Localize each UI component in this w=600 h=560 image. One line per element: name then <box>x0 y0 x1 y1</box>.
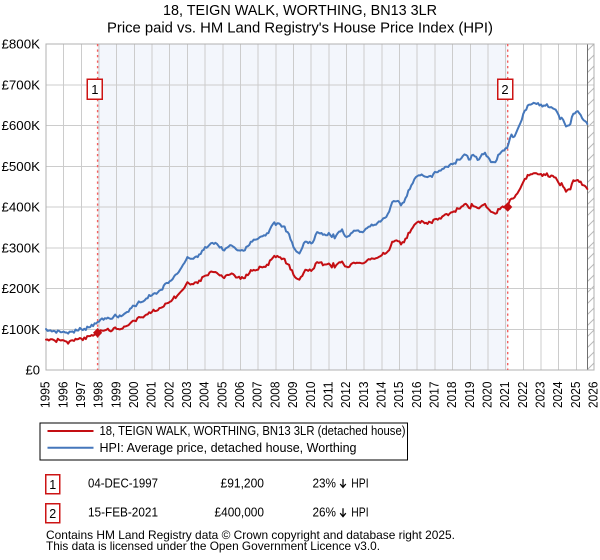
svg-text:1: 1 <box>91 82 98 97</box>
svg-text:23%: 23% <box>313 476 337 490</box>
svg-text:1997: 1997 <box>73 382 88 409</box>
svg-text:2023: 2023 <box>533 382 548 409</box>
svg-text:Contains HM Land Registry data: Contains HM Land Registry data © Crown c… <box>46 528 455 542</box>
svg-text:HPI: HPI <box>351 476 368 490</box>
svg-text:2002: 2002 <box>161 382 176 409</box>
svg-text:2025: 2025 <box>568 382 583 409</box>
svg-text:1: 1 <box>49 478 56 492</box>
svg-text:2004: 2004 <box>197 382 212 409</box>
svg-text:£91,200: £91,200 <box>221 476 265 490</box>
svg-text:04-DEC-1997: 04-DEC-1997 <box>88 476 158 490</box>
svg-text:1998: 1998 <box>91 382 106 409</box>
svg-text:18, TEIGN WALK, WORTHING, BN13: 18, TEIGN WALK, WORTHING, BN13 3LR <box>163 3 437 19</box>
svg-text:£600K: £600K <box>2 118 41 133</box>
svg-text:2022: 2022 <box>515 382 530 409</box>
svg-text:2012: 2012 <box>338 382 353 409</box>
svg-text:2017: 2017 <box>427 382 442 409</box>
svg-text:2011: 2011 <box>320 382 335 409</box>
svg-text:£400K: £400K <box>2 200 41 215</box>
svg-text:£800K: £800K <box>2 37 41 52</box>
svg-text:2014: 2014 <box>374 382 389 409</box>
svg-text:2003: 2003 <box>179 382 194 409</box>
svg-text:£500K: £500K <box>2 159 41 174</box>
svg-text:£400,000: £400,000 <box>215 506 265 520</box>
svg-text:2021: 2021 <box>497 382 512 409</box>
svg-text:2005: 2005 <box>214 382 229 409</box>
svg-text:2000: 2000 <box>126 382 141 409</box>
svg-text:2001: 2001 <box>144 382 159 409</box>
svg-text:2019: 2019 <box>462 382 477 409</box>
svg-text:15-FEB-2021: 15-FEB-2021 <box>88 506 158 520</box>
svg-text:2018: 2018 <box>444 382 459 409</box>
svg-text:£700K: £700K <box>2 77 41 92</box>
svg-text:2015: 2015 <box>391 382 406 409</box>
svg-text:2010: 2010 <box>303 382 318 409</box>
svg-text:2016: 2016 <box>409 382 424 409</box>
svg-text:£100K: £100K <box>2 322 41 337</box>
svg-text:1996: 1996 <box>55 382 70 409</box>
svg-text:2026: 2026 <box>586 382 600 409</box>
svg-text:HPI: HPI <box>351 506 368 520</box>
svg-text:2020: 2020 <box>480 382 495 409</box>
svg-text:2013: 2013 <box>356 382 371 409</box>
svg-text:2: 2 <box>501 82 508 97</box>
svg-text:2024: 2024 <box>550 382 565 409</box>
svg-text:This data is licensed under th: This data is licensed under the Open Gov… <box>46 539 380 553</box>
svg-text:1999: 1999 <box>108 382 123 409</box>
svg-text:18, TEIGN WALK, WORTHING, BN13: 18, TEIGN WALK, WORTHING, BN13 3LR (deta… <box>100 424 406 438</box>
svg-text:£0: £0 <box>26 363 40 378</box>
svg-text:1995: 1995 <box>38 382 53 409</box>
svg-text:26%: 26% <box>313 506 337 520</box>
svg-text:2008: 2008 <box>267 382 282 409</box>
svg-text:2: 2 <box>49 507 56 521</box>
svg-text:2009: 2009 <box>285 382 300 409</box>
svg-text:£300K: £300K <box>2 240 41 255</box>
svg-text:2006: 2006 <box>232 382 247 409</box>
svg-text:HPI: Average price, detached h: HPI: Average price, detached house, Wort… <box>100 441 357 455</box>
svg-text:2007: 2007 <box>250 382 265 409</box>
svg-text:£200K: £200K <box>2 281 41 296</box>
svg-text:Price paid vs. HM Land Registr: Price paid vs. HM Land Registry's House … <box>107 21 493 37</box>
